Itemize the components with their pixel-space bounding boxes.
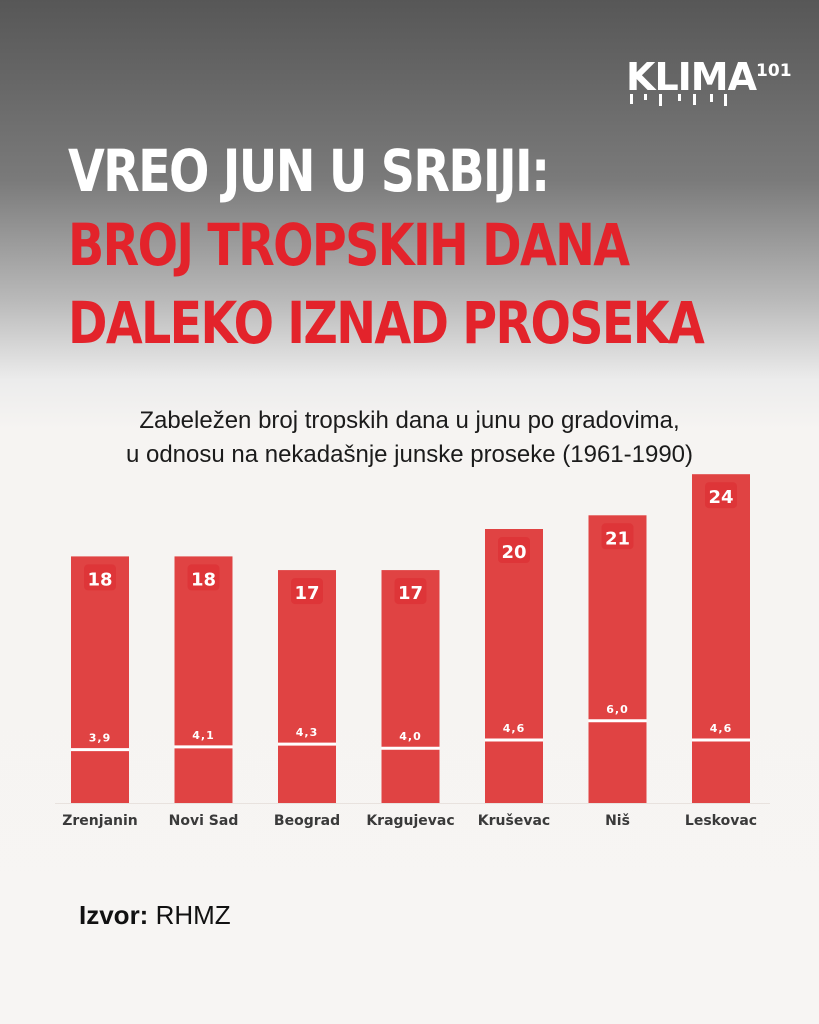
source-note: Izvor: RHMZ: [79, 900, 231, 931]
source-label: Izvor:: [79, 900, 149, 930]
average-value-label-2: 4,3: [296, 726, 319, 739]
category-label-1: Novi Sad: [169, 813, 239, 829]
bar-6: [692, 474, 750, 803]
subtitle-line-2: u odnosu na nekadašnje junske proseke (1…: [125, 441, 694, 468]
bar-2: [278, 570, 336, 803]
bar-0: [71, 556, 129, 803]
average-value-label-3: 4,0: [399, 730, 422, 743]
bar-value-label-0: 18: [87, 569, 112, 590]
title-line-1: VREO JUN U SRBIJI:: [68, 137, 550, 205]
average-value-label-6: 4,6: [710, 722, 733, 735]
bar-chart: 18 3,9 Zrenjanin 18 4,1 Novi Sad 17 4,3 Beograd 1…: [55, 474, 770, 829]
logo-superscript: 101: [756, 61, 792, 81]
bar-value-badge-2: [291, 578, 323, 605]
bar-value-badge-6: [705, 482, 737, 509]
average-value-label-5: 6,0: [606, 703, 629, 716]
logo-drips: [630, 94, 727, 106]
chart-subtitle: Zabeležen broj tropskih dana u junu po g…: [0, 404, 819, 472]
bar-value-badge-0: [84, 564, 116, 591]
bar-value-label-1: 18: [191, 569, 216, 590]
bar-value-label-4: 20: [501, 542, 526, 563]
title-line-2: BROJ TROPSKIH DANA: [68, 211, 630, 279]
category-label-4: Kruševac: [478, 813, 550, 829]
klima101-logo: KLIMA101: [626, 52, 792, 106]
subtitle-line-1: Zabeležen broj tropskih dana u junu po g…: [139, 407, 680, 434]
bar-value-label-3: 17: [398, 583, 423, 604]
logo-text: KLIMA: [626, 55, 757, 99]
source-value: RHMZ: [155, 900, 231, 930]
category-label-2: Beograd: [274, 813, 340, 829]
bar-value-label-5: 21: [605, 528, 630, 549]
bar-value-badge-5: [601, 523, 634, 550]
category-label-3: Kragujevac: [366, 813, 454, 829]
bar-value-label-6: 24: [708, 487, 733, 508]
average-value-label-1: 4,1: [192, 729, 215, 742]
average-value-label-4: 4,6: [503, 722, 526, 735]
title-line-3: DALEKO IZNAD PROSEKA: [68, 289, 705, 357]
bar-4: [485, 529, 543, 803]
bar-1: [174, 556, 233, 803]
average-value-label-0: 3,9: [89, 732, 112, 745]
category-label-5: Niš: [605, 813, 630, 829]
bar-value-badge-3: [394, 578, 427, 605]
category-label-0: Zrenjanin: [62, 813, 138, 829]
category-label-6: Leskovac: [685, 813, 757, 829]
bar-value-label-2: 17: [294, 583, 319, 604]
bar-value-badge-4: [498, 537, 530, 563]
bar-3: [381, 570, 440, 803]
bar-value-badge-1: [187, 564, 220, 591]
bar-5: [588, 515, 647, 803]
